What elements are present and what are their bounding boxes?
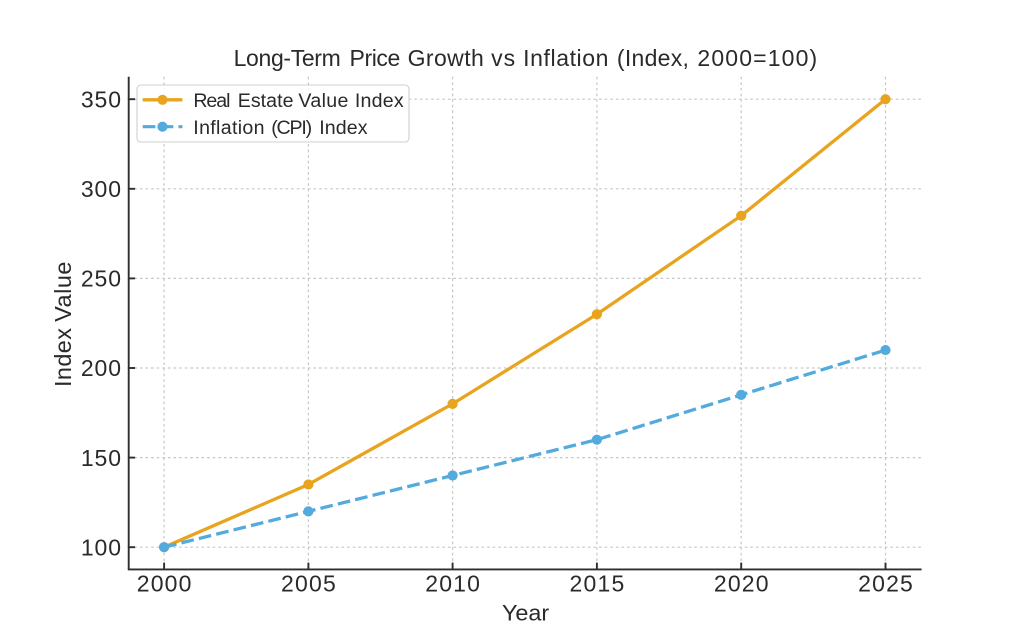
svg-text:Index: Index xyxy=(355,90,404,112)
svg-text:350: 350 xyxy=(81,86,121,112)
svg-text:2015: 2015 xyxy=(570,571,625,597)
svg-text:Index: Index xyxy=(50,328,76,387)
svg-text:2000: 2000 xyxy=(137,571,192,597)
svg-text:Index: Index xyxy=(319,117,368,139)
svg-text:100: 100 xyxy=(81,534,121,560)
svg-text:Growth: Growth xyxy=(408,45,484,71)
svg-text:2020: 2020 xyxy=(714,571,769,597)
svg-text:300: 300 xyxy=(81,176,121,202)
svg-text:vs: vs xyxy=(491,45,515,71)
svg-text:Value: Value xyxy=(50,262,76,322)
svg-text:Price: Price xyxy=(350,45,401,71)
svg-text:2000=100): 2000=100) xyxy=(697,45,817,71)
svg-text:2010: 2010 xyxy=(425,571,480,597)
svg-text:250: 250 xyxy=(81,266,121,292)
svg-text:150: 150 xyxy=(81,445,121,471)
svg-text:Year: Year xyxy=(502,601,550,626)
svg-text:2025: 2025 xyxy=(858,571,913,597)
svg-text:(Index,: (Index, xyxy=(617,45,689,71)
svg-text:Real: Real xyxy=(193,90,230,112)
svg-text:Inflation: Inflation xyxy=(523,45,608,71)
svg-text:(CPI): (CPI) xyxy=(271,117,312,139)
svg-text:Inflation: Inflation xyxy=(193,117,264,139)
svg-text:Estate: Estate xyxy=(238,90,294,112)
svg-text:Value: Value xyxy=(298,90,348,112)
svg-text:Long-Term: Long-Term xyxy=(234,45,341,71)
svg-text:2005: 2005 xyxy=(281,571,336,597)
svg-text:200: 200 xyxy=(81,355,121,381)
